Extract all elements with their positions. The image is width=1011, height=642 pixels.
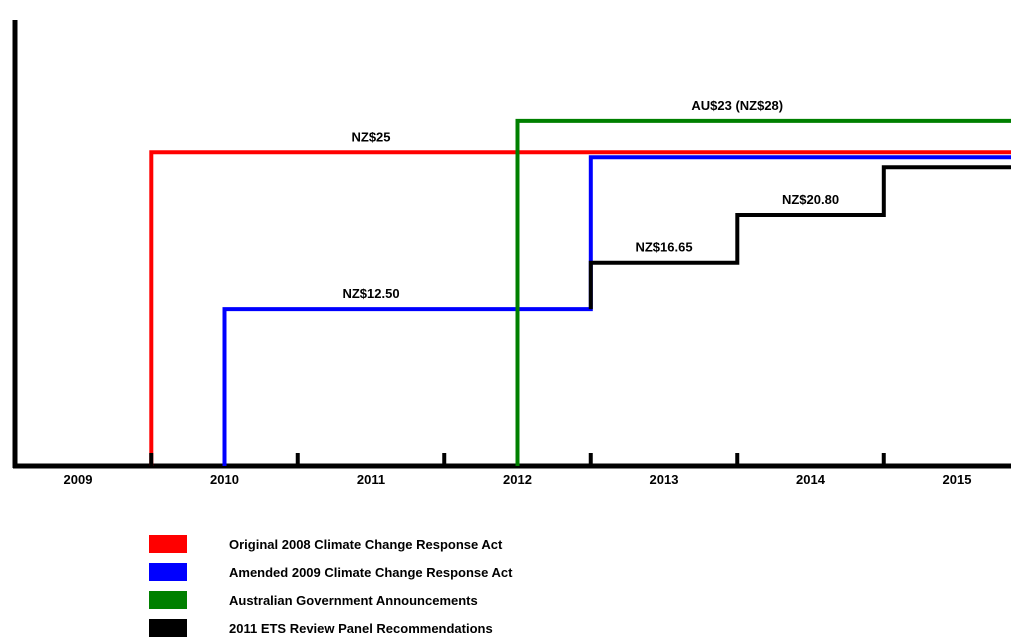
series-value-label: AU$23 (NZ$28)	[691, 98, 783, 113]
legend-swatch	[149, 563, 187, 581]
legend-swatch	[149, 591, 187, 609]
legend-item: 2011 ETS Review Panel Recommendations	[149, 614, 512, 642]
x-tick-label: 2010	[210, 472, 239, 487]
x-tick-label: 2013	[650, 472, 679, 487]
x-tick-label: 2014	[796, 472, 826, 487]
x-tick-label: 2011	[357, 472, 385, 487]
series-value-label: NZ$25	[351, 129, 390, 144]
axes	[13, 20, 1011, 468]
legend-item: Original 2008 Climate Change Response Ac…	[149, 530, 512, 558]
x-tick-label: 2012	[503, 472, 532, 487]
legend-swatch	[149, 619, 187, 637]
legend-label: Amended 2009 Climate Change Response Act	[229, 565, 512, 580]
legend-swatch	[149, 535, 187, 553]
legend-label: Original 2008 Climate Change Response Ac…	[229, 537, 502, 552]
legend-label: Australian Government Announcements	[229, 593, 478, 608]
legend: Original 2008 Climate Change Response Ac…	[149, 530, 512, 642]
series-line	[591, 167, 1011, 309]
x-tick-label: 2015	[943, 472, 972, 487]
series-value-label: NZ$20.80	[782, 192, 839, 207]
legend-item: Amended 2009 Climate Change Response Act	[149, 558, 512, 586]
series-value-label: NZ$16.65	[635, 240, 692, 255]
legend-label: 2011 ETS Review Panel Recommendations	[229, 621, 493, 636]
x-tick-label: 2009	[64, 472, 93, 487]
legend-item: Australian Government Announcements	[149, 586, 512, 614]
series-line	[225, 157, 1011, 466]
series-value-label: NZ$12.50	[342, 286, 399, 301]
series-lines	[151, 121, 1011, 466]
